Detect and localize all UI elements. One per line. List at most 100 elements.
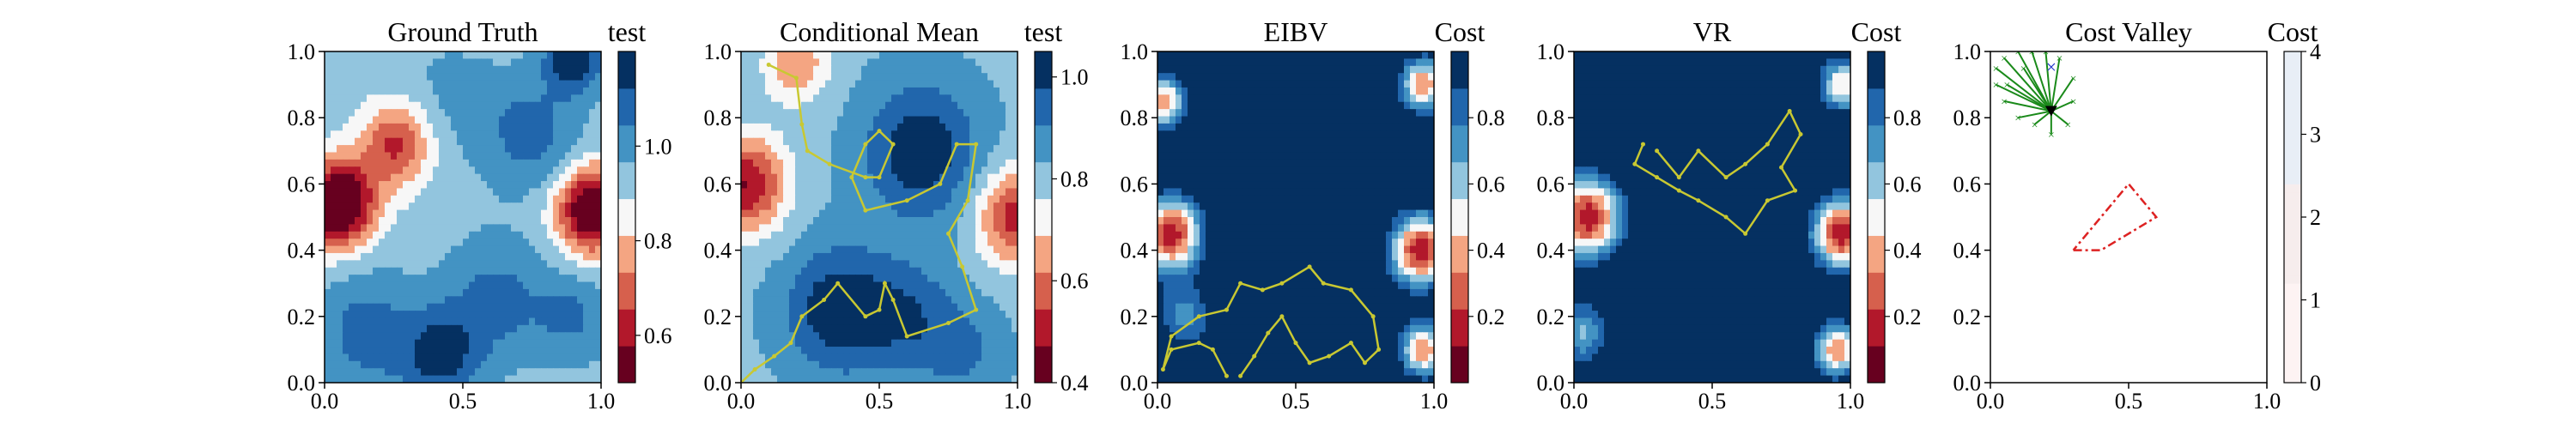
- heatmap-cell: [577, 353, 584, 362]
- heatmap-cell: [529, 275, 536, 283]
- heatmap-cell: [813, 311, 820, 319]
- heatmap-cell: [861, 87, 868, 95]
- heatmap-cell: [933, 137, 940, 146]
- heatmap-cell: [801, 231, 808, 239]
- heatmap-cell: [481, 375, 488, 383]
- trajectory-point: [882, 281, 887, 286]
- heatmap-cell: [849, 217, 856, 225]
- heatmap-cell: [825, 94, 832, 103]
- heatmap-cell: [427, 281, 434, 290]
- heatmap-cell: [415, 339, 422, 347]
- heatmap-cell: [1188, 51, 1194, 59]
- heatmap-cell: [553, 245, 560, 254]
- heatmap-cell: [789, 353, 796, 362]
- heatmap-cell: [499, 303, 506, 311]
- heatmap-cell: [1362, 123, 1369, 131]
- heatmap-cell: [535, 65, 542, 74]
- heatmap-cell: [541, 58, 548, 67]
- heatmap-cell: [903, 130, 910, 139]
- heatmap-cell: [559, 73, 566, 82]
- heatmap-cell: [511, 159, 518, 167]
- heatmap-cell: [957, 275, 964, 283]
- heatmap-cell: [831, 109, 838, 118]
- heatmap-cell: [801, 145, 808, 154]
- heatmap-cell: [831, 368, 838, 377]
- heatmap-cell: [849, 339, 856, 347]
- heatmap-cell: [445, 145, 452, 154]
- heatmap-cell: [565, 166, 572, 175]
- heatmap-cell: [1278, 73, 1285, 82]
- heatmap-cell: [777, 137, 784, 146]
- heatmap-cell: [397, 224, 404, 233]
- heatmap-cell: [541, 260, 548, 269]
- heatmap-cell: [451, 188, 458, 196]
- heatmap-cell: [559, 181, 566, 190]
- heatmap-cell: [783, 275, 790, 283]
- heatmap-cell: [511, 152, 518, 160]
- heatmap-cell: [801, 260, 808, 269]
- heatmap-cell: [981, 375, 988, 383]
- heatmap-cell: [741, 311, 748, 319]
- heatmap-cell: [1326, 101, 1333, 110]
- heatmap-cell: [807, 209, 814, 218]
- heatmap-cell: [975, 231, 982, 239]
- heatmap-cell: [891, 137, 898, 146]
- heatmap-cell: [951, 267, 958, 275]
- heatmap-cell: [765, 324, 772, 333]
- heatmap-cell: [421, 375, 428, 383]
- heatmap-cell: [571, 65, 578, 74]
- heatmap-cell: [577, 195, 584, 203]
- heatmap-cell: [439, 239, 446, 247]
- heatmap-cell: [891, 275, 898, 283]
- heatmap-cell: [1012, 173, 1018, 182]
- heatmap-cell: [759, 195, 766, 203]
- heatmap-cell: [765, 130, 772, 139]
- heatmap-cell: [409, 360, 416, 369]
- heatmap-cell: [975, 239, 982, 247]
- heatmap-cell: [1326, 109, 1333, 118]
- heatmap-cell: [337, 217, 343, 225]
- heatmap-cell: [897, 339, 904, 347]
- heatmap-cell: [565, 87, 572, 95]
- heatmap-cell: [759, 317, 766, 326]
- heatmap-cell: [987, 296, 994, 305]
- heatmap-cell: [807, 317, 814, 326]
- heatmap-cell: [559, 166, 566, 175]
- heatmap-cell: [475, 311, 482, 319]
- heatmap-cell: [747, 101, 754, 110]
- heatmap-cell: [933, 347, 940, 355]
- heatmap-cell: [541, 288, 548, 297]
- heatmap-cell: [999, 202, 1006, 211]
- heatmap-cell: [1176, 109, 1182, 118]
- heatmap-cell: [475, 152, 482, 160]
- heatmap-cell: [819, 275, 826, 283]
- heatmap-cell: [873, 65, 880, 74]
- heatmap-cell: [855, 65, 862, 74]
- heatmap-cell: [517, 181, 524, 190]
- heatmap-cell: [367, 195, 374, 203]
- heatmap-cell: [999, 87, 1006, 95]
- heatmap-cell: [855, 145, 862, 154]
- heatmap-cell: [957, 239, 964, 247]
- heatmap-cell: [451, 275, 458, 283]
- heatmap-cell: [1254, 101, 1261, 110]
- heatmap-cell: [963, 145, 970, 154]
- heatmap-cell: [481, 353, 488, 362]
- heatmap-cell: [1182, 123, 1188, 131]
- heatmap-cell: [511, 173, 518, 182]
- heatmap-cell: [969, 73, 976, 82]
- heatmap-cell: [933, 166, 940, 175]
- heatmap-cell: [741, 347, 748, 355]
- heatmap-cell: [891, 202, 898, 211]
- heatmap-cell: [963, 224, 970, 233]
- heatmap-cell: [571, 303, 578, 311]
- trajectory-point: [946, 231, 951, 236]
- heatmap-cell: [379, 368, 386, 377]
- heatmap-cell: [753, 368, 760, 377]
- heatmap-cell: [759, 181, 766, 190]
- heatmap-cell: [523, 145, 530, 154]
- heatmap-cell: [331, 288, 337, 297]
- heatmap-cell: [957, 58, 964, 67]
- heatmap-cell: [1284, 123, 1291, 131]
- heatmap-cell: [993, 58, 1000, 67]
